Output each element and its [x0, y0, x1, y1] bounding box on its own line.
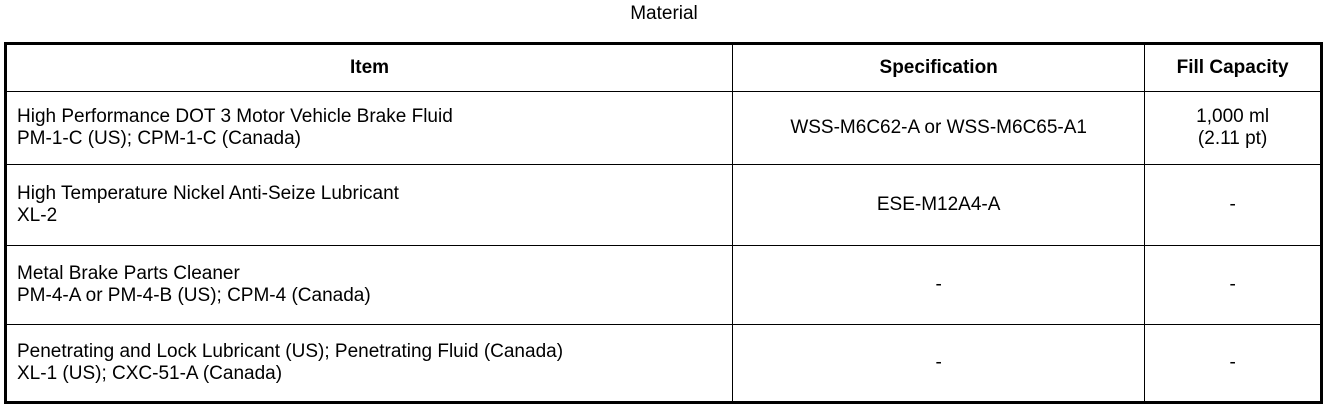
- item-cell: Penetrating and Lock Lubricant (US); Pen…: [4, 324, 734, 403]
- table-row: High Temperature Nickel Anti-Seize Lubri…: [4, 164, 1322, 246]
- item-name: High Performance DOT 3 Motor Vehicle Bra…: [17, 106, 453, 127]
- header-fill-capacity: Fill Capacity: [1144, 43, 1322, 92]
- header-item: Item: [4, 43, 734, 92]
- item-cell: High Performance DOT 3 Motor Vehicle Bra…: [4, 91, 734, 165]
- material-table: Item Specification Fill Capacity High Pe…: [4, 42, 1323, 404]
- item-name: High Temperature Nickel Anti-Seize Lubri…: [17, 183, 399, 204]
- fill-capacity-cell: -: [1144, 164, 1322, 246]
- item-cell: Metal Brake Parts Cleaner PM-4-A or PM-4-…: [4, 245, 734, 325]
- capacity-value: -: [1229, 274, 1236, 295]
- specification-cell: -: [732, 324, 1146, 403]
- table-row: High Performance DOT 3 Motor Vehicle Bra…: [4, 91, 1322, 165]
- item-name: Metal Brake Parts Cleaner: [17, 263, 240, 284]
- specification-cell: -: [732, 245, 1146, 325]
- item-part-number: XL-2: [17, 205, 58, 226]
- capacity-value: -: [1229, 352, 1236, 373]
- capacity-alt-value: (2.11 pt): [1197, 128, 1268, 149]
- table-title: Material: [630, 3, 698, 24]
- table-row: Metal Brake Parts Cleaner PM-4-A or PM-4-…: [4, 245, 1322, 325]
- header-specification: Specification: [732, 43, 1146, 92]
- fill-capacity-cell: -: [1144, 324, 1322, 403]
- item-cell: High Temperature Nickel Anti-Seize Lubri…: [4, 164, 734, 246]
- capacity-value: 1,000 ml: [1196, 106, 1270, 127]
- specification-cell: ESE-M12A4-A: [732, 164, 1146, 246]
- item-part-number: PM-4-A or PM-4-B (US); CPM-4 (Canada): [17, 285, 371, 306]
- table-row: Penetrating and Lock Lubricant (US); Pen…: [4, 324, 1322, 403]
- header-row: Item Specification Fill Capacity: [4, 43, 1322, 92]
- fill-capacity-cell: 1,000 ml (2.11 pt): [1144, 91, 1322, 165]
- fill-capacity-cell: -: [1144, 245, 1322, 325]
- item-name: Penetrating and Lock Lubricant (US); Pen…: [17, 341, 564, 362]
- item-part-number: XL-1 (US); CXC-51-A (Canada): [17, 363, 283, 384]
- specification-cell: WSS-M6C62-A or WSS-M6C65-A1: [732, 91, 1146, 165]
- item-part-number: PM-1-C (US); CPM-1-C (Canada): [17, 128, 301, 149]
- capacity-value: -: [1229, 194, 1236, 215]
